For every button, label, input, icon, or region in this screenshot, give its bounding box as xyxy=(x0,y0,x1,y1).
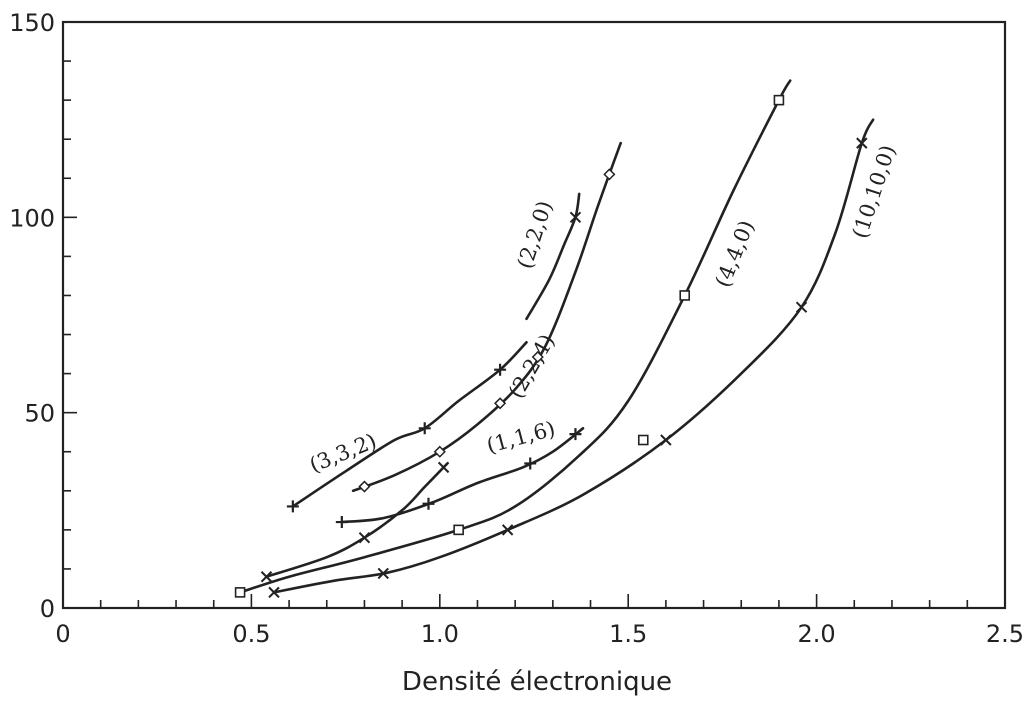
curve-label: (4,4,0) xyxy=(711,217,759,291)
curve-label: (1,1,6) xyxy=(484,417,558,458)
data-point-marker xyxy=(531,350,544,364)
data-point-marker xyxy=(358,480,371,493)
data-point-marker xyxy=(358,531,371,544)
series-line xyxy=(351,141,622,493)
x-tick-label: 1.5 xyxy=(609,620,647,648)
data-point-marker xyxy=(501,524,514,536)
x-axis-label: Densité électronique xyxy=(402,667,672,697)
data-point-marker xyxy=(286,500,299,513)
data-curves xyxy=(238,79,875,594)
data-point-marker xyxy=(234,587,246,598)
y-tick-label: 150 xyxy=(9,9,55,37)
data-point-marker xyxy=(569,428,582,441)
x-tick-label: 2.0 xyxy=(798,620,836,648)
y-tick-label: 0 xyxy=(40,595,55,623)
x-axis: 0 0.5 1.0 1.5 2.0 2.5 xyxy=(55,594,1024,648)
data-point-marker xyxy=(268,586,280,599)
data-point-marker xyxy=(603,168,616,181)
data-point-marker xyxy=(453,524,464,536)
y-tick-label: 100 xyxy=(9,204,55,232)
data-point-marker xyxy=(422,497,435,510)
curve-label: (2,2,0) xyxy=(513,198,557,272)
series-line xyxy=(291,341,528,508)
series-line xyxy=(272,118,875,594)
data-point-marker xyxy=(418,422,431,435)
data-point-marker xyxy=(335,516,348,529)
data-point-marker xyxy=(773,94,785,106)
data-point-marker xyxy=(437,461,450,474)
data-point-marker xyxy=(494,363,507,376)
series-line xyxy=(238,79,792,594)
curve-label: (10,10,0) xyxy=(848,142,901,241)
data-point-marker xyxy=(679,290,691,301)
data-point-marker xyxy=(524,457,537,470)
data-point-marker xyxy=(494,397,507,410)
curve-label: (2,2,4) xyxy=(504,330,560,402)
y-axis: 0 50 100 150 xyxy=(9,9,77,623)
data-point-marker xyxy=(660,434,672,446)
data-point-marker xyxy=(260,571,273,583)
x-tick-label: 2.5 xyxy=(986,620,1024,648)
data-point-marker xyxy=(795,301,808,313)
x-tick-label: 0.5 xyxy=(232,620,270,648)
data-point-marker xyxy=(856,137,868,149)
curve-label: (3,3,2) xyxy=(306,429,380,477)
series-line xyxy=(340,427,585,524)
series-line xyxy=(265,462,449,578)
data-markers xyxy=(234,94,868,599)
data-point-marker xyxy=(377,567,389,580)
plot-frame xyxy=(61,20,1007,610)
y-tick-label: 50 xyxy=(24,400,55,428)
x-tick-label: 1.0 xyxy=(421,620,459,648)
data-point-marker xyxy=(433,445,446,458)
data-point-marker xyxy=(569,211,582,224)
x-tick-label: 0 xyxy=(55,620,70,648)
series-line xyxy=(525,192,581,321)
data-point-marker xyxy=(637,434,649,446)
